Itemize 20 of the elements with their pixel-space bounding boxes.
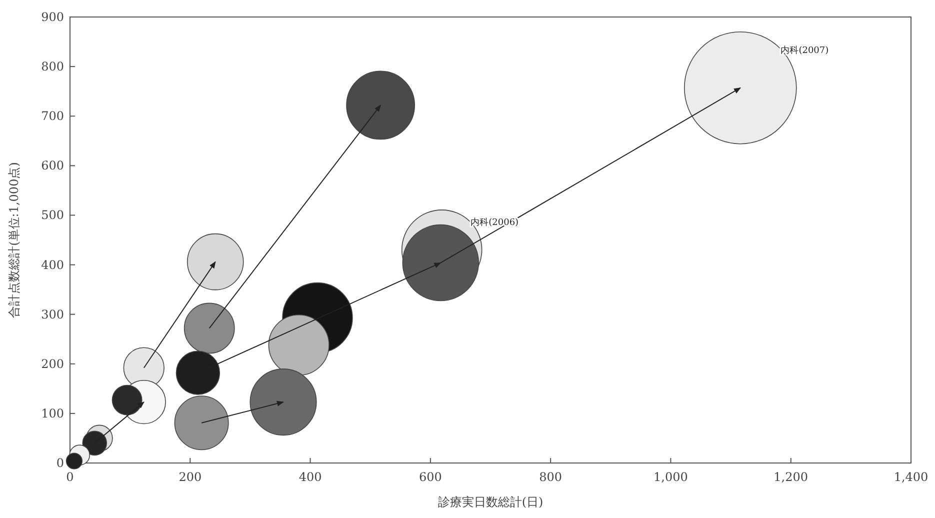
y-tick-label: 100 (41, 406, 64, 420)
x-tick-label: 1,400 (894, 470, 928, 484)
x-tick-label: 0 (66, 470, 74, 484)
y-tick-label: 400 (41, 258, 64, 272)
y-tick-label: 500 (41, 208, 64, 222)
x-tick-label: 600 (418, 470, 442, 484)
y-axis-title: 合計点数総計(単位:1,000点) (7, 162, 21, 318)
y-tick-label: 700 (41, 109, 64, 124)
x-tick-label: 1,000 (654, 470, 688, 484)
x-tick-label: 400 (298, 470, 322, 484)
y-tick-label: 300 (41, 307, 64, 322)
y-tick-label: 0 (56, 456, 64, 470)
x-tick-label: 200 (178, 470, 202, 484)
x-axis-title: 診療実日数総計(日) (438, 495, 544, 509)
x-tick-label: 800 (539, 470, 562, 484)
y-tick-label: 200 (41, 356, 64, 371)
y-tick-label: 600 (41, 158, 64, 173)
y-tick-label: 800 (41, 60, 64, 74)
y-tick-label: 900 (41, 10, 64, 24)
x-tick-label: 1,200 (774, 470, 808, 484)
